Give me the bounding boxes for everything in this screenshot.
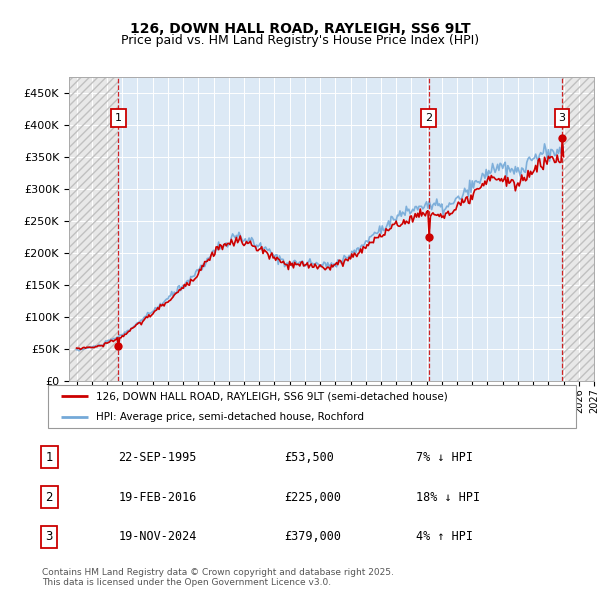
- Text: 3: 3: [46, 530, 53, 543]
- Bar: [562, 77, 594, 381]
- Text: Contains HM Land Registry data © Crown copyright and database right 2025.
This d: Contains HM Land Registry data © Crown c…: [42, 568, 394, 587]
- Text: £225,000: £225,000: [284, 490, 341, 504]
- Text: 2: 2: [46, 490, 53, 504]
- Text: 1: 1: [115, 113, 122, 123]
- FancyBboxPatch shape: [48, 385, 576, 428]
- Text: £379,000: £379,000: [284, 530, 341, 543]
- Text: 7% ↓ HPI: 7% ↓ HPI: [416, 451, 473, 464]
- Text: 19-NOV-2024: 19-NOV-2024: [118, 530, 197, 543]
- Text: 2: 2: [425, 113, 432, 123]
- Text: 19-FEB-2016: 19-FEB-2016: [118, 490, 197, 504]
- Text: 3: 3: [559, 113, 565, 123]
- Text: £53,500: £53,500: [284, 451, 334, 464]
- Text: 1: 1: [46, 451, 53, 464]
- Bar: [69, 77, 118, 381]
- Text: Price paid vs. HM Land Registry's House Price Index (HPI): Price paid vs. HM Land Registry's House …: [121, 34, 479, 47]
- Bar: [562, 77, 594, 381]
- Text: 18% ↓ HPI: 18% ↓ HPI: [416, 490, 481, 504]
- Bar: [69, 77, 118, 381]
- Text: 22-SEP-1995: 22-SEP-1995: [118, 451, 197, 464]
- Text: 126, DOWN HALL ROAD, RAYLEIGH, SS6 9LT: 126, DOWN HALL ROAD, RAYLEIGH, SS6 9LT: [130, 22, 470, 37]
- Text: HPI: Average price, semi-detached house, Rochford: HPI: Average price, semi-detached house,…: [95, 412, 364, 422]
- Text: 126, DOWN HALL ROAD, RAYLEIGH, SS6 9LT (semi-detached house): 126, DOWN HALL ROAD, RAYLEIGH, SS6 9LT (…: [95, 391, 447, 401]
- Text: 4% ↑ HPI: 4% ↑ HPI: [416, 530, 473, 543]
